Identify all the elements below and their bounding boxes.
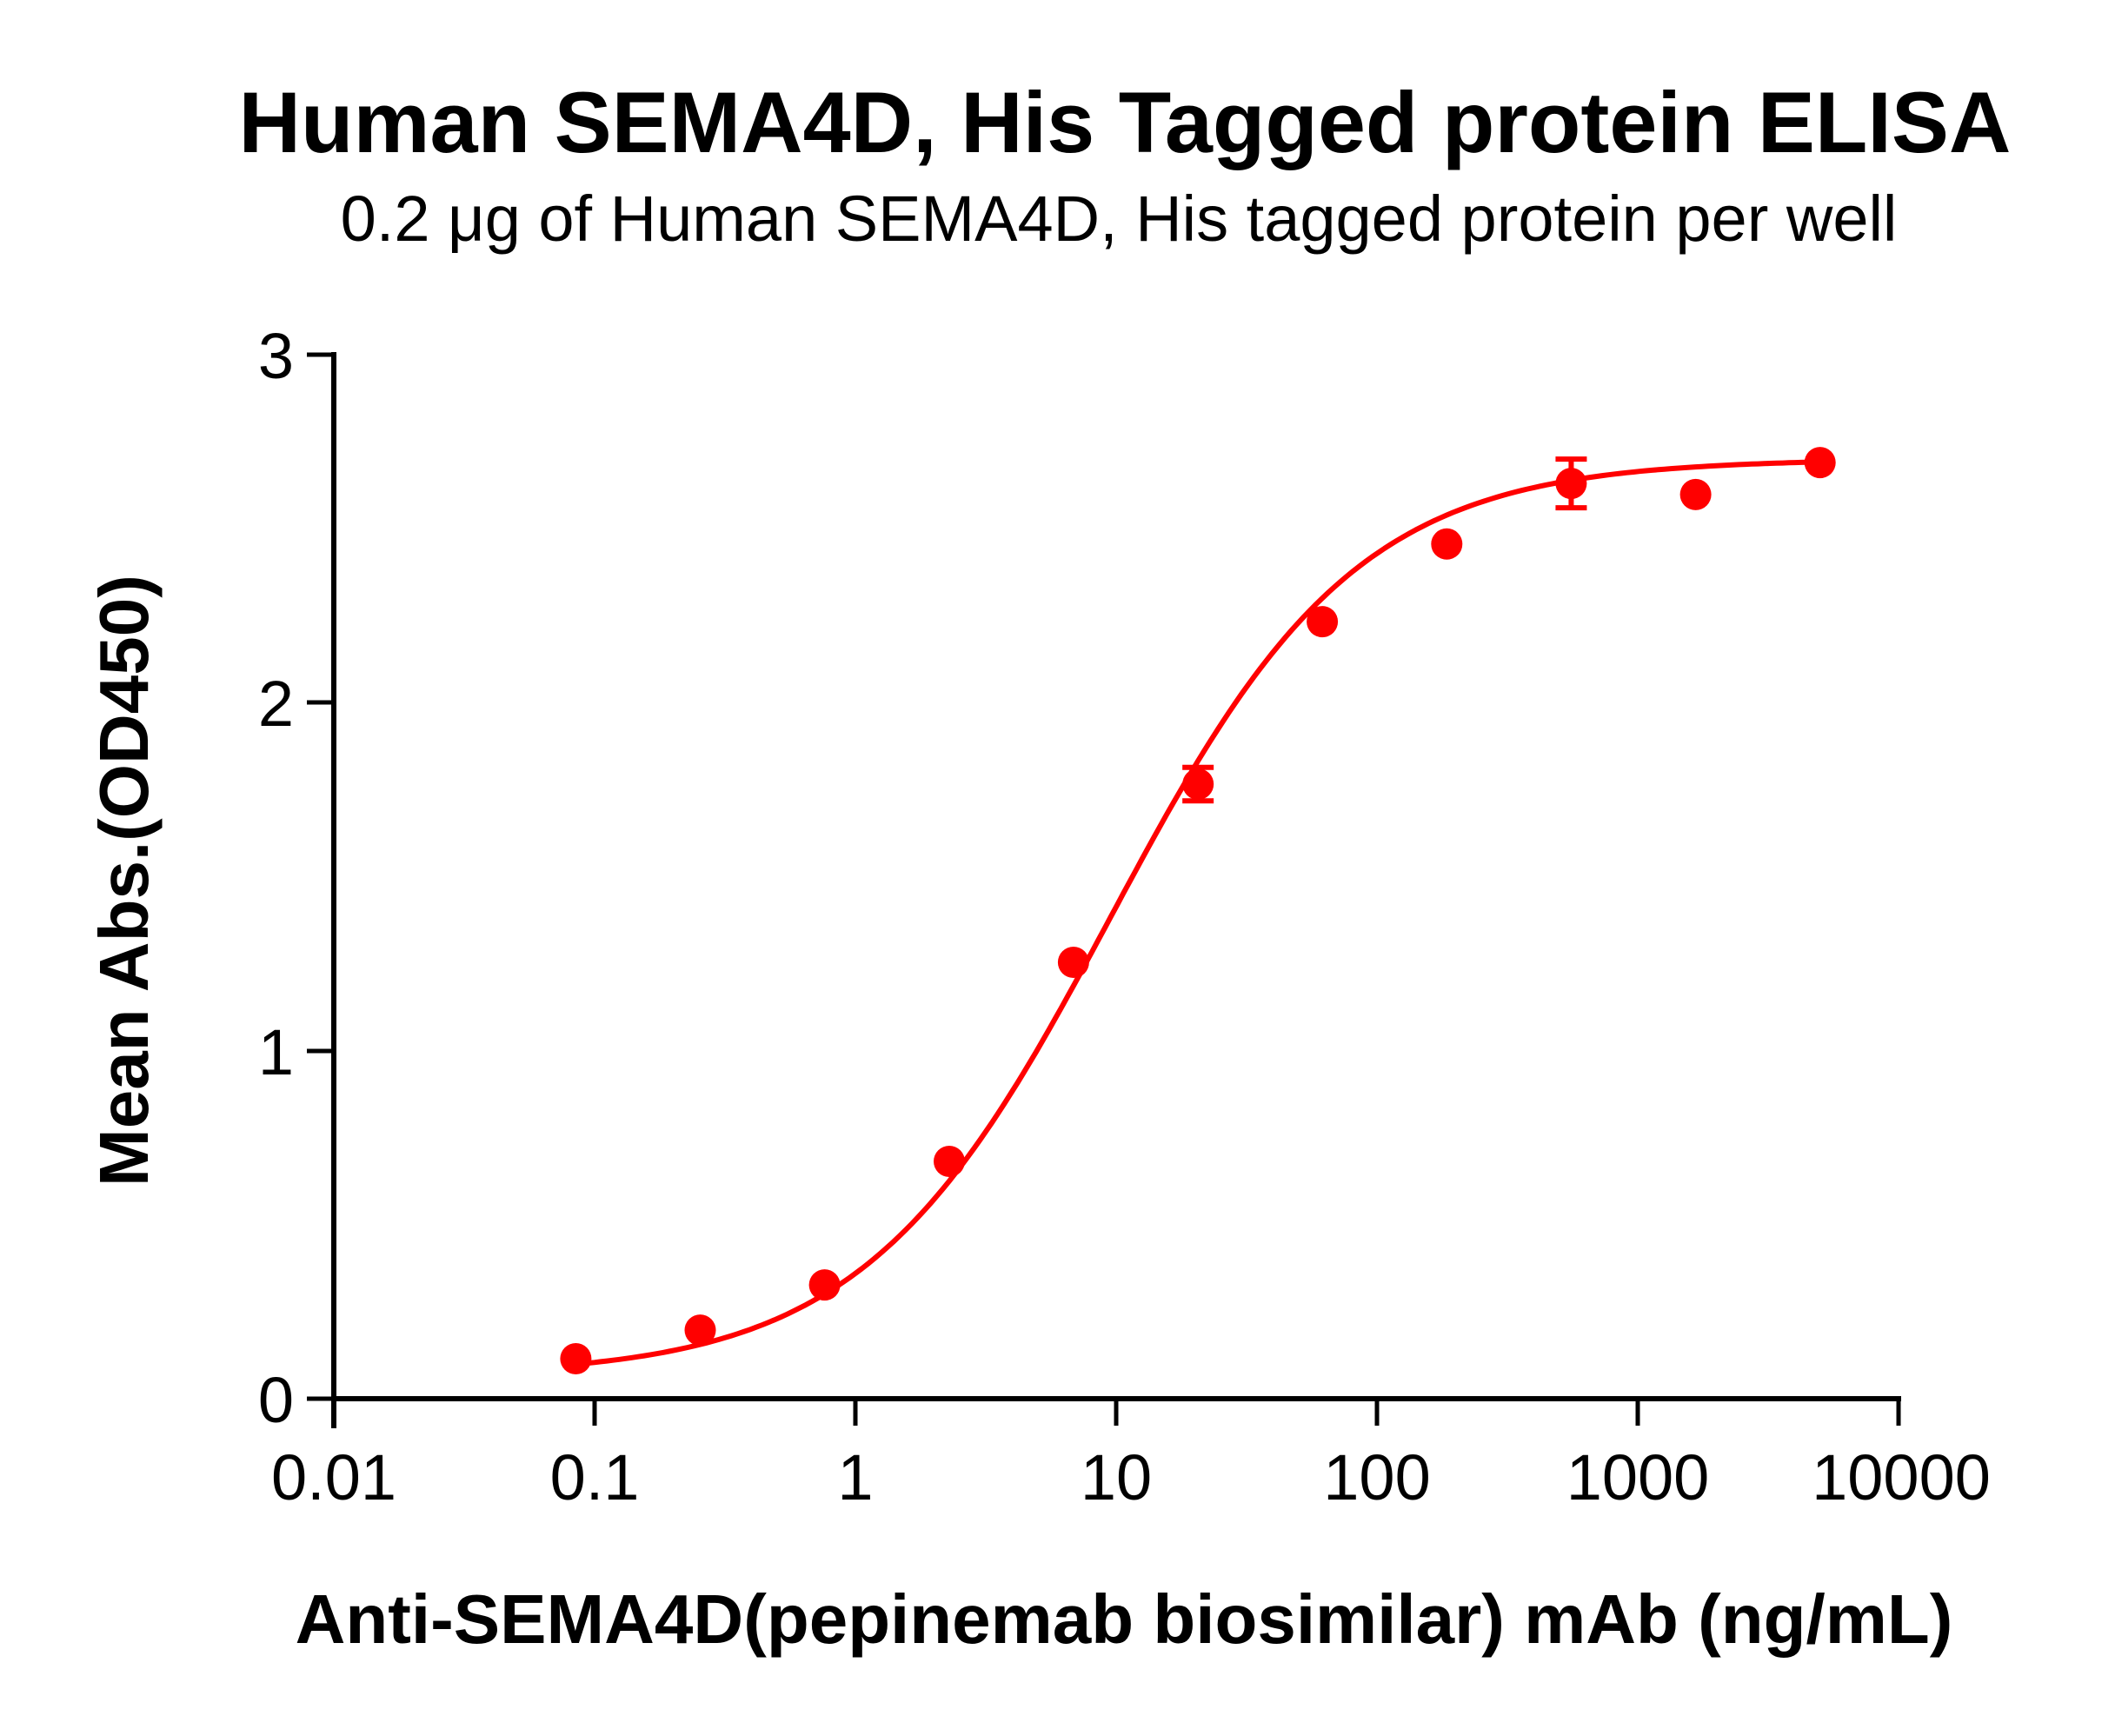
x-tick-label: 10000 [1812, 1441, 1991, 1513]
data-point [1182, 768, 1214, 800]
x-tick-label: 1000 [1566, 1441, 1710, 1513]
chart-title: Human SEMA4D, His Tagged protein ELISA [239, 74, 2012, 170]
y-axis-ticks: 0 1 2 3 [258, 320, 334, 1436]
x-tick-label: 100 [1323, 1441, 1430, 1513]
data-point [1057, 947, 1089, 978]
y-tick-label: 3 [258, 320, 294, 392]
x-tick-label: 1 [837, 1441, 873, 1513]
x-axis-ticks: 0.01 0.1 1 10 100 1000 10000 [271, 1399, 1991, 1513]
data-point [1804, 447, 1836, 479]
fit-curve [573, 459, 1823, 1367]
data-point [934, 1146, 965, 1177]
y-tick-label: 1 [258, 1016, 294, 1088]
x-tick-label: 0.1 [550, 1441, 640, 1513]
x-tick-label: 10 [1081, 1441, 1152, 1513]
data-point [1679, 478, 1712, 510]
data-point [1555, 468, 1587, 500]
y-tick-label: 0 [258, 1364, 294, 1436]
data-point [560, 1343, 592, 1374]
x-axis-title: Anti-SEMA4D(pepinemab biosimilar) mAb (n… [296, 1580, 1953, 1658]
data-point [808, 1269, 841, 1301]
y-tick-label: 2 [258, 668, 294, 740]
data-point [1307, 606, 1339, 638]
data-point [684, 1314, 716, 1347]
y-axis-title: Mean Abs.(OD450) [85, 575, 163, 1187]
data-point [1431, 528, 1463, 560]
data-points [560, 447, 1836, 1374]
chart-subtitle: 0.2 μg of Human SEMA4D, His tagged prote… [341, 183, 1898, 255]
x-tick-label: 0.01 [271, 1441, 396, 1513]
